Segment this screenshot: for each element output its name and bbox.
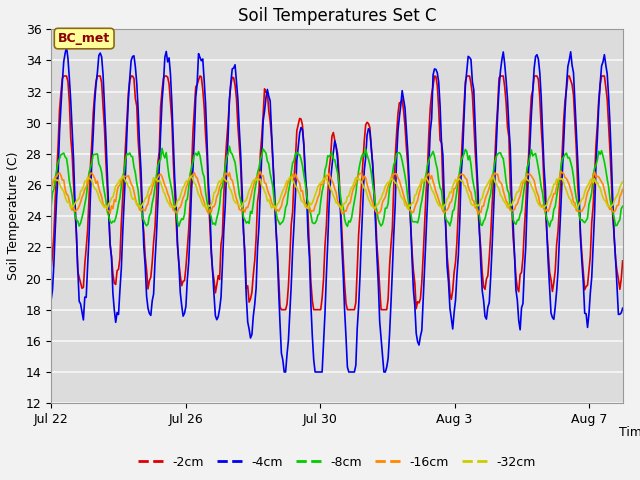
-8cm (225, 144, 233, 149)
Text: BC_met: BC_met (58, 32, 110, 45)
Line: -32cm: -32cm (51, 176, 623, 209)
-16cm (557, 168, 564, 174)
Line: -4cm: -4cm (51, 47, 623, 372)
Y-axis label: Soil Temperature (C): Soil Temperature (C) (7, 152, 20, 280)
-8cm (366, 162, 374, 168)
-4cm (220, 227, 228, 233)
-32cm (619, 179, 627, 185)
X-axis label: Time: Time (619, 426, 640, 439)
-2cm (367, 146, 375, 152)
-4cm (367, 144, 375, 150)
-4cm (619, 305, 627, 311)
-8cm (467, 162, 475, 168)
-4cm (452, 297, 460, 303)
-2cm (278, 307, 285, 312)
-8cm (564, 155, 572, 161)
-16cm (238, 208, 246, 214)
Title: Soil Temperatures Set C: Soil Temperatures Set C (237, 7, 436, 25)
-32cm (452, 177, 460, 182)
-4cm (63, 44, 70, 49)
-16cm (219, 176, 227, 181)
-8cm (546, 224, 554, 229)
-8cm (219, 183, 227, 189)
Line: -2cm: -2cm (51, 76, 623, 310)
-32cm (239, 199, 247, 205)
-8cm (47, 204, 55, 210)
-16cm (474, 211, 482, 217)
-4cm (239, 226, 247, 232)
-32cm (468, 202, 476, 208)
-2cm (239, 230, 247, 236)
-2cm (452, 259, 460, 265)
-2cm (60, 73, 68, 79)
-8cm (239, 214, 247, 220)
-8cm (619, 204, 627, 209)
-16cm (466, 188, 474, 193)
-32cm (119, 173, 127, 179)
-32cm (439, 206, 447, 212)
-2cm (619, 258, 627, 264)
-4cm (47, 297, 55, 303)
-2cm (564, 73, 572, 79)
-32cm (564, 192, 572, 197)
-2cm (468, 91, 476, 97)
Line: -16cm: -16cm (51, 171, 623, 214)
-8cm (451, 207, 458, 213)
-32cm (220, 176, 228, 181)
-16cm (449, 194, 456, 200)
-4cm (564, 64, 572, 70)
-4cm (468, 79, 476, 84)
-16cm (564, 179, 572, 185)
Legend: -2cm, -4cm, -8cm, -16cm, -32cm: -2cm, -4cm, -8cm, -16cm, -32cm (132, 451, 541, 474)
-32cm (366, 199, 374, 205)
-16cm (365, 186, 372, 192)
-32cm (47, 180, 55, 185)
-2cm (47, 267, 55, 273)
Line: -8cm: -8cm (51, 146, 623, 227)
-16cm (619, 187, 627, 192)
-2cm (220, 192, 228, 198)
-16cm (47, 187, 55, 192)
-4cm (280, 369, 288, 375)
